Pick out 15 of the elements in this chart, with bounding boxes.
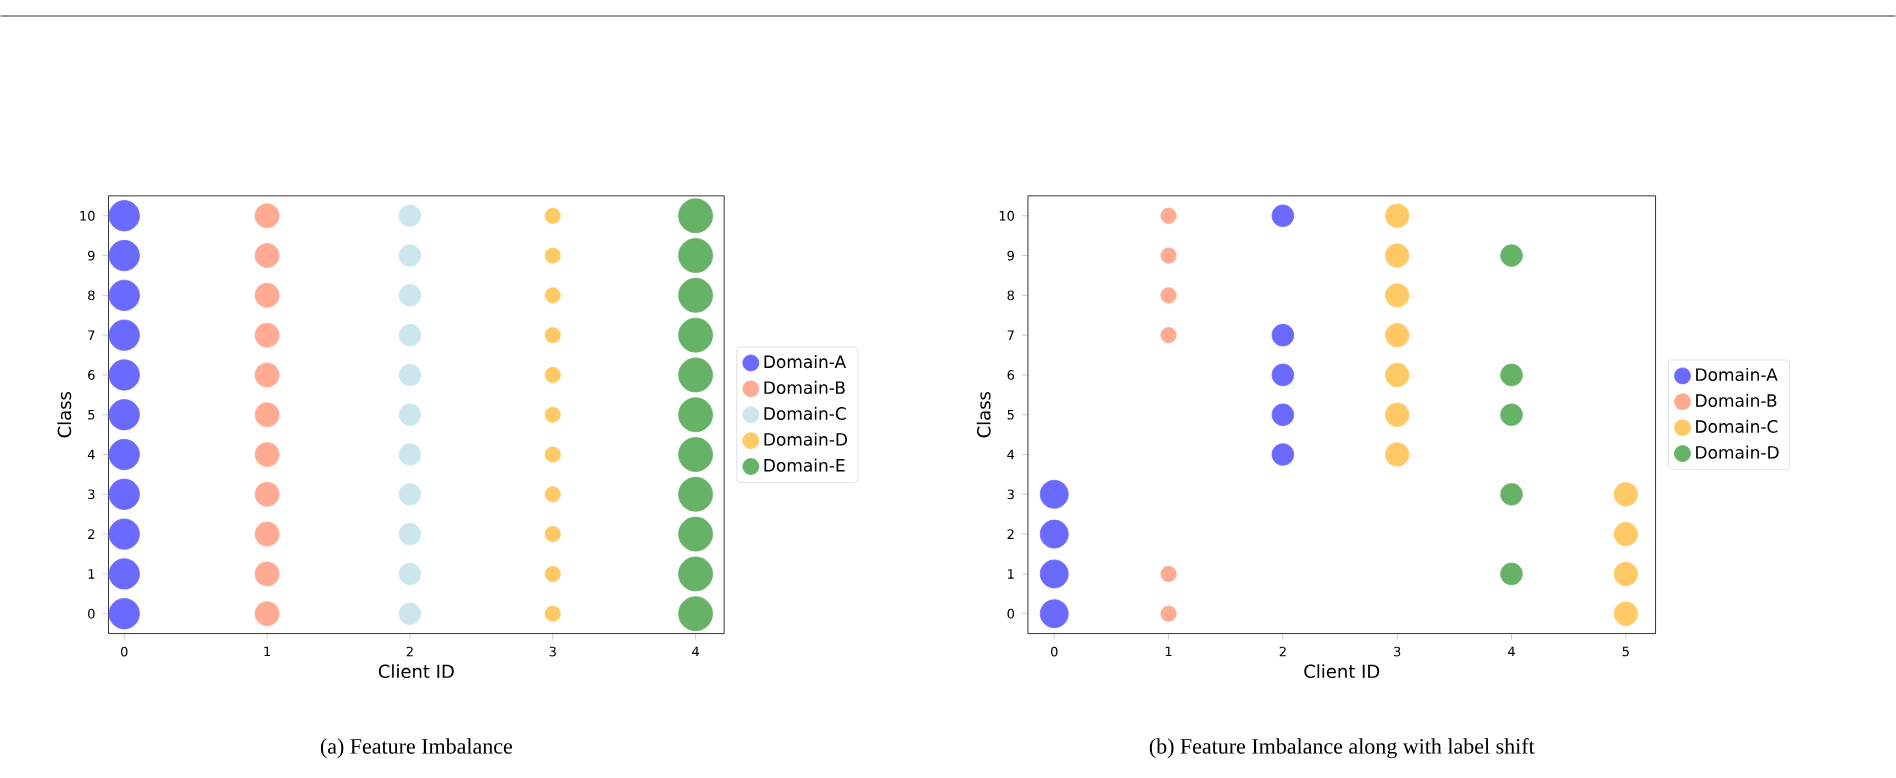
y-axis-title: Class: [976, 392, 991, 438]
legend-label: Domain-C: [764, 407, 846, 421]
legend-label: Domain-E: [764, 458, 845, 472]
legend-label: Domain-B: [764, 381, 845, 395]
y-axis-title: Class: [57, 392, 72, 438]
legend-label: Domain-A: [764, 355, 847, 369]
text: (b) Feature Imbalance along with label shift: [1149, 738, 1535, 759]
x-axis-title: Client ID: [1304, 664, 1380, 679]
legend-label: Domain-D: [1696, 445, 1779, 460]
legend-label: Domain-C: [1696, 419, 1778, 434]
legend-label: Domain-A: [1696, 368, 1778, 382]
x-axis-title: Client ID: [378, 664, 454, 679]
text: (a) Feature Imbalance: [320, 738, 513, 759]
legend-label: Domain-D: [764, 432, 847, 447]
legend-label: Domain-B: [1696, 394, 1777, 408]
